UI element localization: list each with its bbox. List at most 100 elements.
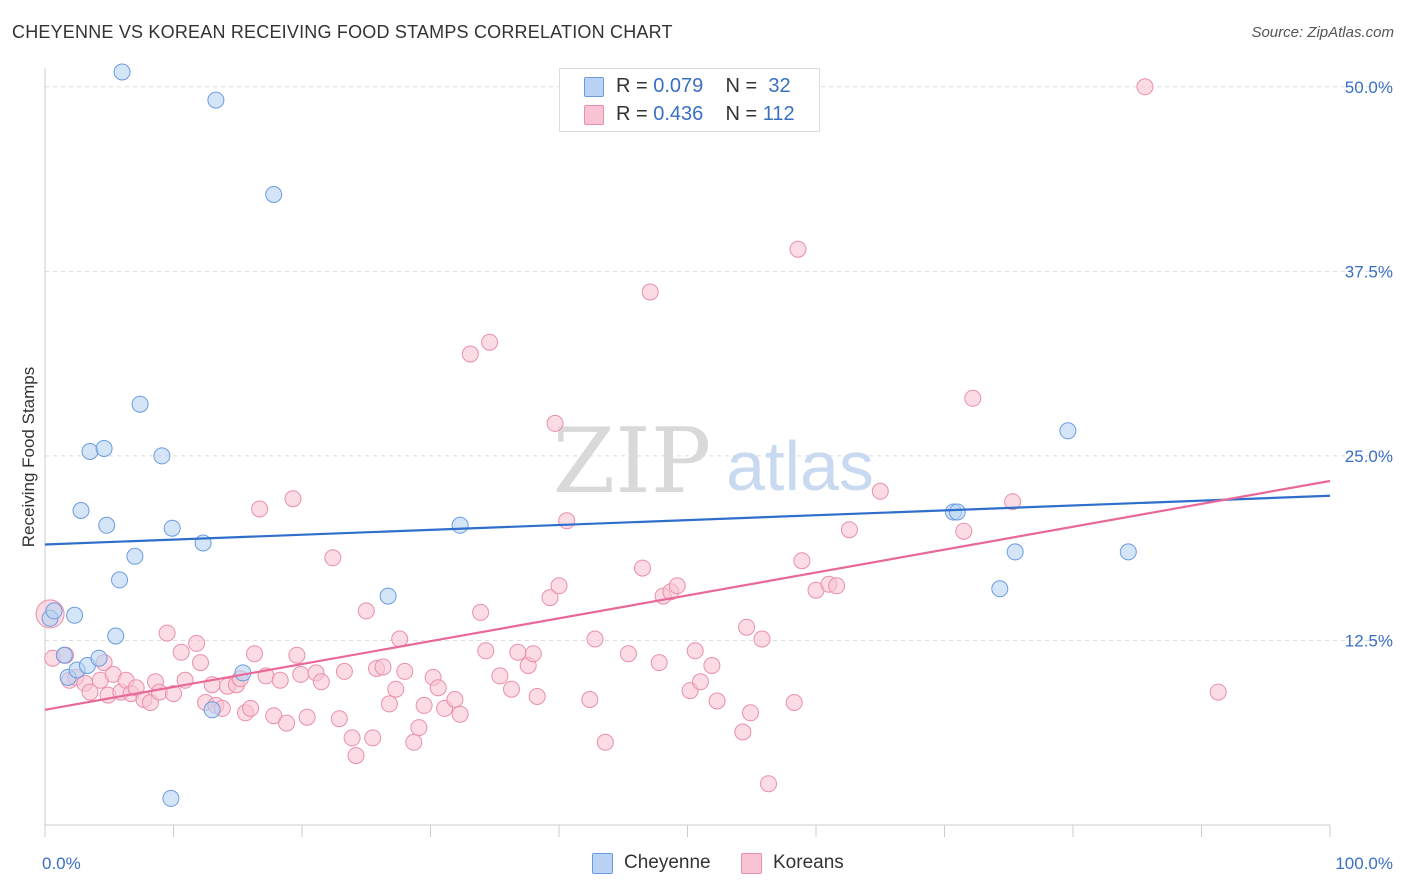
koreans-legend-label: Koreans (773, 852, 844, 873)
koreans-point (586, 630, 604, 648)
koreans-points (35, 78, 1227, 793)
cheyenne-point (95, 440, 113, 457)
tick-labels: 12.5% 25.0% 37.5% 50.0% 0.0% 100.0% (42, 78, 1393, 873)
legend-n-label: N = (725, 103, 763, 125)
koreans-point (481, 333, 499, 351)
cheyenne-point (55, 646, 73, 664)
koreans-point (840, 521, 858, 539)
koreans-point (330, 710, 348, 728)
y-axis-label: Receiving Food Stamps (19, 367, 38, 547)
koreans-point (686, 642, 704, 660)
koreans-point (524, 645, 542, 663)
legend-r-value: 0.079 (653, 75, 704, 97)
koreans-point (288, 646, 306, 664)
cheyenne-point (90, 649, 108, 667)
cheyenne-point (113, 63, 131, 81)
koreans-point (742, 704, 759, 722)
cheyenne-point (131, 395, 149, 413)
cheyenne-point (107, 627, 125, 645)
watermark-zip: ZIP (553, 409, 712, 514)
cheyenne-point (153, 447, 171, 465)
koreans-point (312, 673, 330, 691)
koreans-point (271, 671, 289, 689)
koreans-point (619, 645, 637, 663)
koreans-point (380, 695, 398, 713)
cheyenne-point (163, 519, 181, 537)
koreans-point (410, 719, 428, 737)
y-tick-label: 12.5% (1345, 631, 1393, 650)
y-tick-label: 25.0% (1345, 447, 1393, 466)
koreans-point (343, 729, 361, 747)
koreans-point (738, 618, 756, 636)
koreans-point (558, 512, 576, 530)
koreans-point (793, 552, 811, 570)
koreans-point (188, 634, 206, 652)
koreans-point (753, 630, 771, 648)
legend-n-value: 112 (762, 103, 795, 125)
cheyenne-point (1006, 543, 1024, 561)
koreans-point (550, 577, 568, 595)
x-tick-label: 100.0% (1335, 854, 1393, 873)
cheyenne-point (379, 587, 397, 605)
legend-n-value: 32 (768, 75, 791, 97)
koreans-point (472, 603, 490, 621)
cheyenne-point (72, 502, 90, 519)
koreans-point (242, 699, 260, 717)
koreans-point (324, 549, 342, 567)
koreans-point (668, 577, 686, 595)
cheyenne-point (162, 789, 180, 807)
cheyenne-point (111, 571, 128, 589)
legend-r-label: R = (616, 75, 654, 97)
koreans-point (491, 667, 509, 685)
koreans-point (298, 708, 316, 726)
cheyenne-point (991, 580, 1009, 598)
cheyenne-point (81, 443, 99, 460)
koreans-point (541, 589, 559, 607)
cheyenne-point (66, 606, 84, 624)
koreans-point (278, 714, 296, 732)
koreans-point (284, 490, 302, 508)
cheyenne-point (1059, 422, 1077, 440)
watermark: ZIP atlas (553, 409, 874, 514)
koreans-point (871, 482, 889, 500)
cheyenne-point (98, 516, 116, 534)
cheyenne-point (265, 186, 283, 203)
cheyenne-swatch (584, 77, 604, 97)
koreans-point (703, 657, 721, 674)
koreans-point (292, 665, 310, 683)
cheyenne-trendline (44, 494, 1331, 546)
koreans-point (165, 685, 182, 703)
y-tick-label: 37.5% (1345, 262, 1393, 281)
koreans-point (596, 733, 614, 751)
koreans-point (1136, 78, 1154, 96)
cheyenne-point (126, 547, 144, 565)
koreans-legend-swatch (741, 853, 762, 874)
koreans-point (503, 680, 520, 698)
cheyenne-point (451, 516, 469, 534)
koreans-point (347, 747, 365, 765)
koreans-point (127, 679, 145, 697)
koreans-point (265, 707, 283, 725)
legend-n-label: N = (725, 75, 763, 97)
watermark-atlas: atlas (726, 427, 874, 505)
koreans-point (158, 624, 176, 642)
koreans-point (357, 602, 375, 620)
koreans-trendline (44, 479, 1331, 711)
source-label: Source: ZipAtlas.com (1251, 24, 1394, 41)
koreans-point (396, 662, 414, 680)
koreans-point (581, 691, 599, 708)
koreans-point (387, 680, 405, 698)
koreans-point (461, 345, 479, 363)
koreans-point (528, 688, 546, 705)
koreans-point (634, 559, 651, 577)
koreans-point (955, 522, 973, 540)
chart-title: CHEYENNE VS KOREAN RECEIVING FOOD STAMPS… (12, 22, 673, 42)
koreans-swatch (584, 105, 604, 125)
cheyenne-point (203, 701, 221, 719)
correlation-legend: R = 0.079 N = 32 R = 0.436 N = 112 (559, 68, 820, 132)
koreans-point (1004, 493, 1022, 511)
koreans-point (251, 500, 269, 518)
koreans-point (760, 775, 777, 793)
koreans-point (246, 645, 263, 663)
